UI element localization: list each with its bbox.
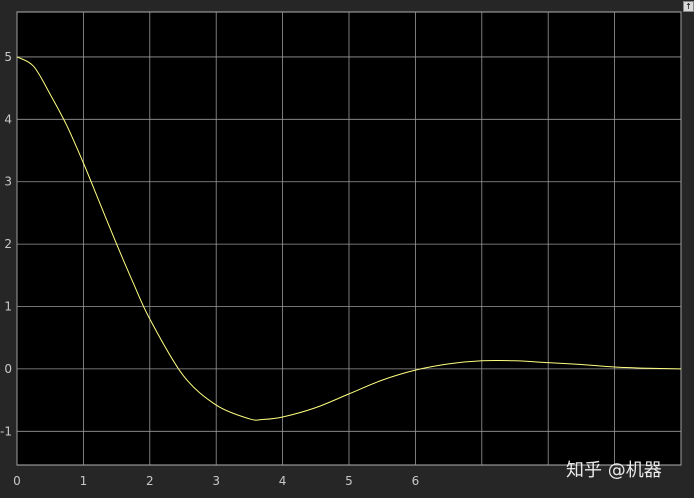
y-tick-label: 0: [4, 362, 12, 376]
grid: [16, 12, 682, 465]
y-tick-label: 1: [4, 300, 12, 314]
x-tick-label: 3: [212, 474, 220, 488]
restore-arrow-icon[interactable]: ↑: [683, 1, 694, 12]
tick-labels: 0 1 2 3 4 5 6 -1 0 1 2 3 4 5: [0, 50, 419, 488]
watermark: 知乎 @机器: [566, 460, 662, 481]
y-tick-label: 3: [4, 175, 12, 189]
series-line: [16, 56, 682, 421]
y-tick-label: 5: [4, 50, 12, 64]
y-tick-label: -1: [0, 424, 12, 438]
y-tick-label: 2: [4, 237, 12, 251]
x-tick-label: 4: [279, 474, 287, 488]
x-tick-label: 5: [345, 474, 353, 488]
series: [16, 56, 682, 421]
x-tick-label: 0: [13, 474, 21, 488]
x-tick-label: 6: [412, 474, 420, 488]
x-tick-label: 1: [80, 474, 88, 488]
y-tick-label: 4: [4, 112, 12, 126]
x-tick-label: 2: [146, 474, 154, 488]
